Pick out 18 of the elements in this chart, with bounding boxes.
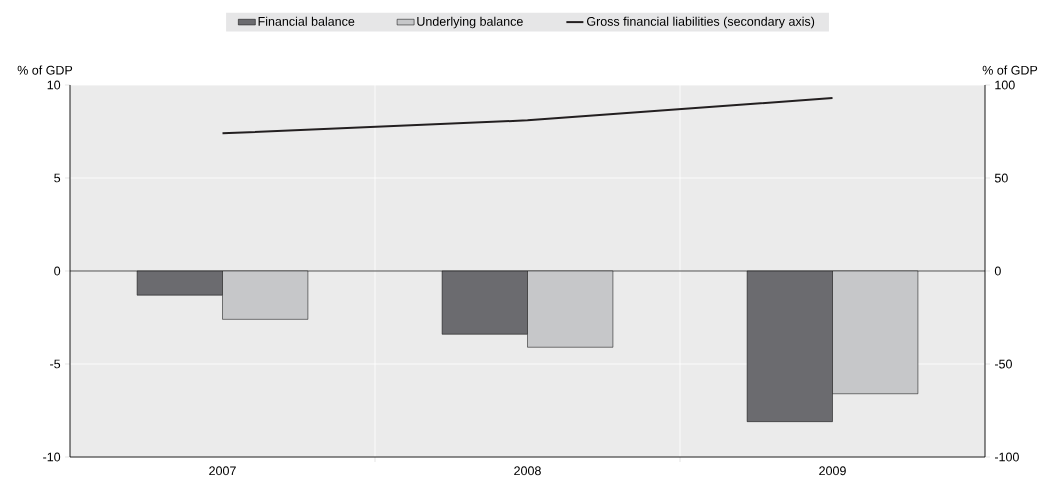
legend-label: Gross financial liabilities (secondary axis) [586, 16, 815, 29]
y-tick-label: -10 [43, 452, 61, 462]
y2-axis-title: % of GDP [982, 65, 1038, 75]
y-tick-label: -5 [50, 359, 61, 369]
x-tick-label: 2009 [819, 466, 846, 476]
y-tick-label: 5 [54, 173, 61, 183]
y-axis-title: % of GDP [17, 65, 73, 75]
y2-tick-label: 0 [994, 266, 1001, 276]
x-tick-label: 2007 [209, 466, 236, 476]
legend-label: Financial balance [258, 16, 355, 26]
y2-tick-label: 50 [994, 173, 1008, 183]
y2-tick-label: -50 [994, 359, 1012, 369]
x-tick-label: 2008 [514, 466, 541, 476]
y-tick-label: 0 [54, 266, 61, 276]
y2-tick-label: -100 [994, 452, 1019, 462]
legend-label: Underlying balance [417, 16, 523, 29]
y2-tick-label: 100 [995, 80, 1015, 90]
y-tick-label: 10 [47, 80, 61, 90]
